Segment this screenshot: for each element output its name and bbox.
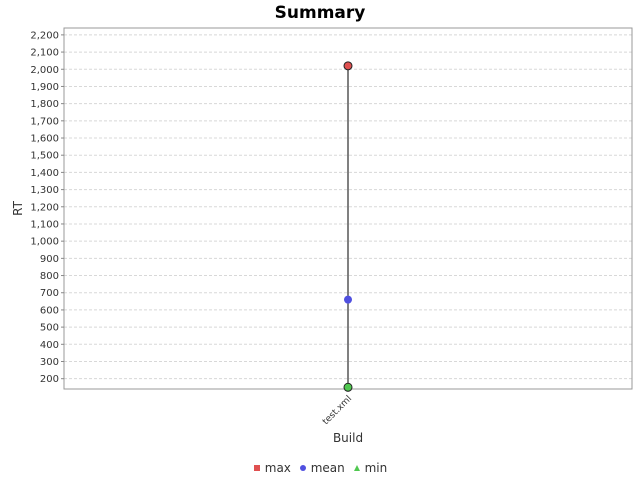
data-point-max — [343, 61, 353, 71]
y-tick-label: 600 — [40, 305, 59, 316]
x-tick-label: test.xml — [321, 394, 354, 427]
y-tick-label: 2,000 — [30, 65, 59, 76]
data-point-mean — [344, 295, 352, 304]
y-tick-label: 800 — [40, 271, 59, 282]
y-tick-label: 200 — [40, 374, 59, 385]
data-point-min — [343, 382, 353, 392]
legend: max mean min — [0, 461, 640, 475]
legend-square-icon — [253, 465, 260, 471]
y-tick-label: 1,900 — [30, 82, 59, 93]
y-tick-label: 1,600 — [30, 134, 59, 145]
legend-triangle-icon — [353, 465, 360, 471]
legend-circle-icon — [299, 465, 306, 471]
y-tick-label: 1,400 — [30, 168, 59, 179]
y-tick-label: 2,100 — [30, 48, 59, 59]
y-tick-label: 1,100 — [30, 219, 59, 230]
y-axis-label: RT — [11, 200, 25, 215]
legend-item-max: max — [253, 461, 291, 475]
chart-title: Summary — [274, 3, 366, 23]
y-tick-label: 1,500 — [30, 151, 59, 162]
y-tick-label: 500 — [40, 323, 59, 334]
y-tick-label: 2,200 — [30, 30, 59, 41]
y-tick-label: 1,300 — [30, 185, 59, 196]
legend-label-mean: mean — [310, 461, 345, 475]
y-tick-label: 400 — [40, 340, 59, 351]
x-axis-label: Build — [333, 431, 363, 445]
y-tick-label: 1,800 — [30, 99, 59, 110]
y-tick-label: 900 — [40, 254, 59, 265]
y-tick-label: 300 — [40, 357, 59, 368]
legend-label-max: max — [264, 461, 291, 475]
y-tick-label: 1,000 — [30, 237, 59, 248]
legend-item-min: min — [353, 461, 388, 475]
y-tick-label: 700 — [40, 288, 59, 299]
y-tick-label: 1,200 — [30, 202, 59, 213]
y-tick-label: 1,700 — [30, 116, 59, 127]
legend-item-mean: mean — [299, 461, 345, 475]
legend-label-min: min — [364, 461, 388, 475]
